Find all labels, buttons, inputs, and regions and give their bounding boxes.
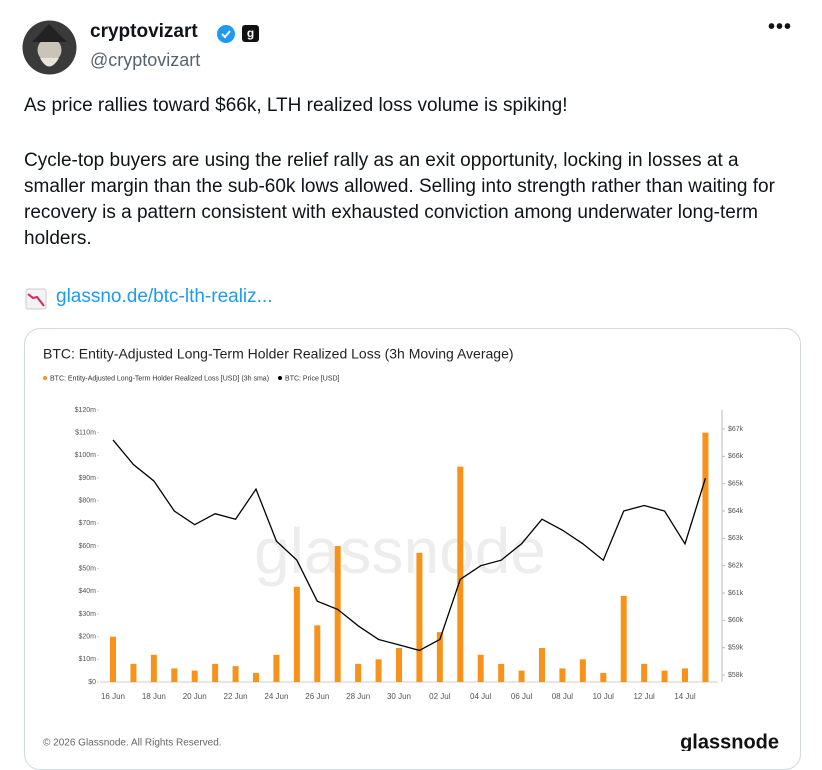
loss-bar	[579, 659, 586, 682]
y-tick-label: $10m	[78, 656, 96, 663]
loss-bar	[273, 654, 280, 682]
y-tick-label: $120m	[75, 407, 97, 414]
link[interactable]: glassno.de/btc-lth-realiz...	[56, 286, 273, 307]
y-tick-label: $60m	[78, 543, 96, 550]
x-tick-label: 12 Jul	[633, 692, 655, 701]
logo: glassnode	[680, 731, 779, 751]
y2-tick-label: $58k	[728, 672, 744, 679]
loss-bar	[355, 663, 362, 682]
loss-bar	[253, 672, 259, 682]
y-tick-label: $20m	[78, 634, 96, 641]
x-tick-label: 26 Jun	[305, 692, 329, 701]
chart: glassnode BTC: Entity-Adjusted Long-Term…	[43, 346, 779, 751]
x-tick-label: 24 Jun	[264, 692, 288, 701]
avatar[interactable]	[22, 20, 77, 75]
loss-bar	[110, 636, 116, 682]
legend-marker	[43, 376, 47, 380]
y-tick-label: $50m	[78, 566, 96, 573]
y2-tick-label: $66k	[728, 453, 744, 460]
y2-tick-label: $67k	[728, 426, 744, 433]
badges: g	[217, 25, 259, 43]
y-tick-label: $100m	[75, 452, 97, 459]
loss-bar	[293, 586, 300, 682]
y2-tick-label: $63k	[728, 535, 744, 542]
loss-bar	[232, 666, 239, 682]
loss-bar	[150, 654, 157, 682]
loss-bar	[314, 625, 321, 682]
tweet-text: As price rallies toward $66k, LTH realiz…	[24, 95, 568, 116]
y2-tick-label: $60k	[728, 617, 744, 624]
loss-bar	[518, 670, 525, 682]
loss-bar	[416, 552, 423, 682]
tweet-text: Cycle-top buyers are using the relief ra…	[24, 150, 775, 249]
loss-bar	[171, 668, 178, 682]
y-tick-label: $30m	[78, 611, 96, 618]
loss-bar	[457, 466, 464, 682]
loss-bar	[661, 670, 668, 682]
x-tick-label: 14 Jul	[674, 692, 696, 701]
loss-bar	[539, 648, 545, 682]
x-tick-label: 04 Jul	[470, 692, 492, 701]
y-tick-label: $90m	[78, 475, 96, 482]
loss-bar	[375, 659, 382, 682]
loss-bar	[212, 663, 219, 682]
x-tick-label: 06 Jul	[511, 692, 533, 701]
loss-bar	[682, 668, 688, 682]
x-tick-label: 20 Jun	[183, 692, 207, 701]
chart-title: BTC: Entity-Adjusted Long-Term Holder Re…	[43, 346, 514, 362]
y2-tick-label: $59k	[728, 645, 744, 652]
y-tick-label: $40m	[78, 588, 96, 595]
legend-label: BTC: Price [USD]	[285, 375, 340, 382]
chart-emoji	[25, 288, 47, 310]
x-tick-label: 02 Jul	[429, 692, 451, 701]
legend-marker	[278, 376, 283, 380]
x-tick-label: 18 Jun	[142, 692, 166, 701]
y-tick-label: $80m	[78, 498, 96, 505]
x-tick-label: 08 Jul	[552, 692, 574, 701]
x-tick-label: 16 Jun	[101, 692, 125, 701]
more-menu[interactable]: •••	[768, 16, 793, 38]
y-tick-label: $110m	[75, 430, 96, 437]
y2-tick-label: $65k	[728, 481, 744, 488]
y-tick-label: $0	[88, 679, 96, 686]
loss-bar	[600, 672, 607, 682]
y2-tick-label: $62k	[728, 563, 744, 570]
x-tick-label: 22 Jun	[224, 692, 248, 701]
legend-label: BTC: Entity-Adjusted Long-Term Holder Re…	[50, 375, 269, 382]
loss-bar	[559, 668, 566, 682]
loss-bar	[498, 663, 505, 682]
price-line	[112, 439, 707, 652]
display-name[interactable]: cryptovizart	[90, 21, 198, 42]
loss-bar	[334, 546, 341, 682]
watermark: glassnode	[254, 515, 546, 587]
y2-tick-label: $61k	[728, 590, 744, 597]
loss-bar	[702, 432, 709, 682]
loss-bar	[396, 648, 402, 682]
loss-bar	[436, 632, 443, 682]
loss-bar	[191, 670, 198, 682]
loss-bar	[130, 663, 137, 682]
loss-bar	[641, 663, 648, 682]
handle[interactable]: @cryptovizart	[90, 50, 201, 70]
x-tick-label: 28 Jun	[346, 692, 370, 701]
y2-tick-label: $64k	[728, 508, 744, 515]
loss-bar	[477, 654, 484, 682]
y-tick-label: $70m	[78, 520, 96, 527]
page: {"tweet": {"name": "cryptovizart", "badg…	[22, 16, 801, 770]
loss-bar	[620, 595, 627, 682]
x-tick-label: 30 Jun	[387, 692, 411, 701]
copyright: © 2026 Glassnode. All Rights Reserved.	[43, 738, 222, 749]
affiliate-badge: g	[247, 26, 254, 40]
x-tick-label: 10 Jul	[593, 692, 615, 701]
